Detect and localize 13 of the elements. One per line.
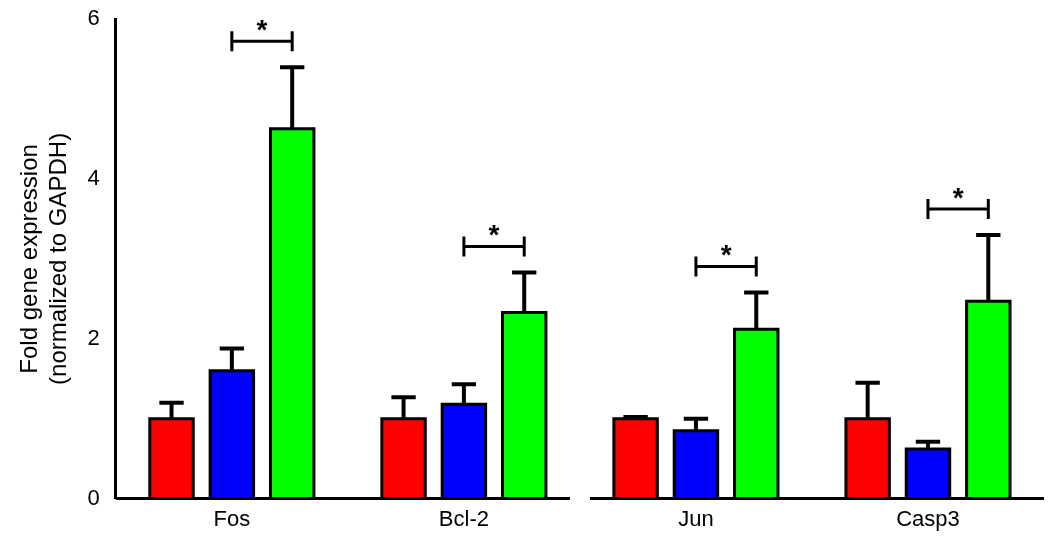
y-tick-label: 6	[87, 5, 100, 31]
annotation: *	[488, 219, 500, 251]
x-tick-label: Jun	[678, 505, 714, 531]
y-tick-label: 0	[87, 484, 100, 510]
x-tick-label: Fos	[213, 505, 251, 531]
annotation: *	[952, 181, 964, 213]
y-axis-title: Fold gene expression (normalized to GAPDH)	[15, 132, 71, 385]
x-tick-label: Casp3	[896, 505, 960, 531]
annotation: *	[256, 14, 268, 46]
annotation: *	[720, 239, 732, 271]
y-tick-label: 2	[87, 324, 100, 350]
x-tick-label: Bcl-2	[438, 505, 489, 531]
y-tick-label: 4	[87, 165, 100, 191]
